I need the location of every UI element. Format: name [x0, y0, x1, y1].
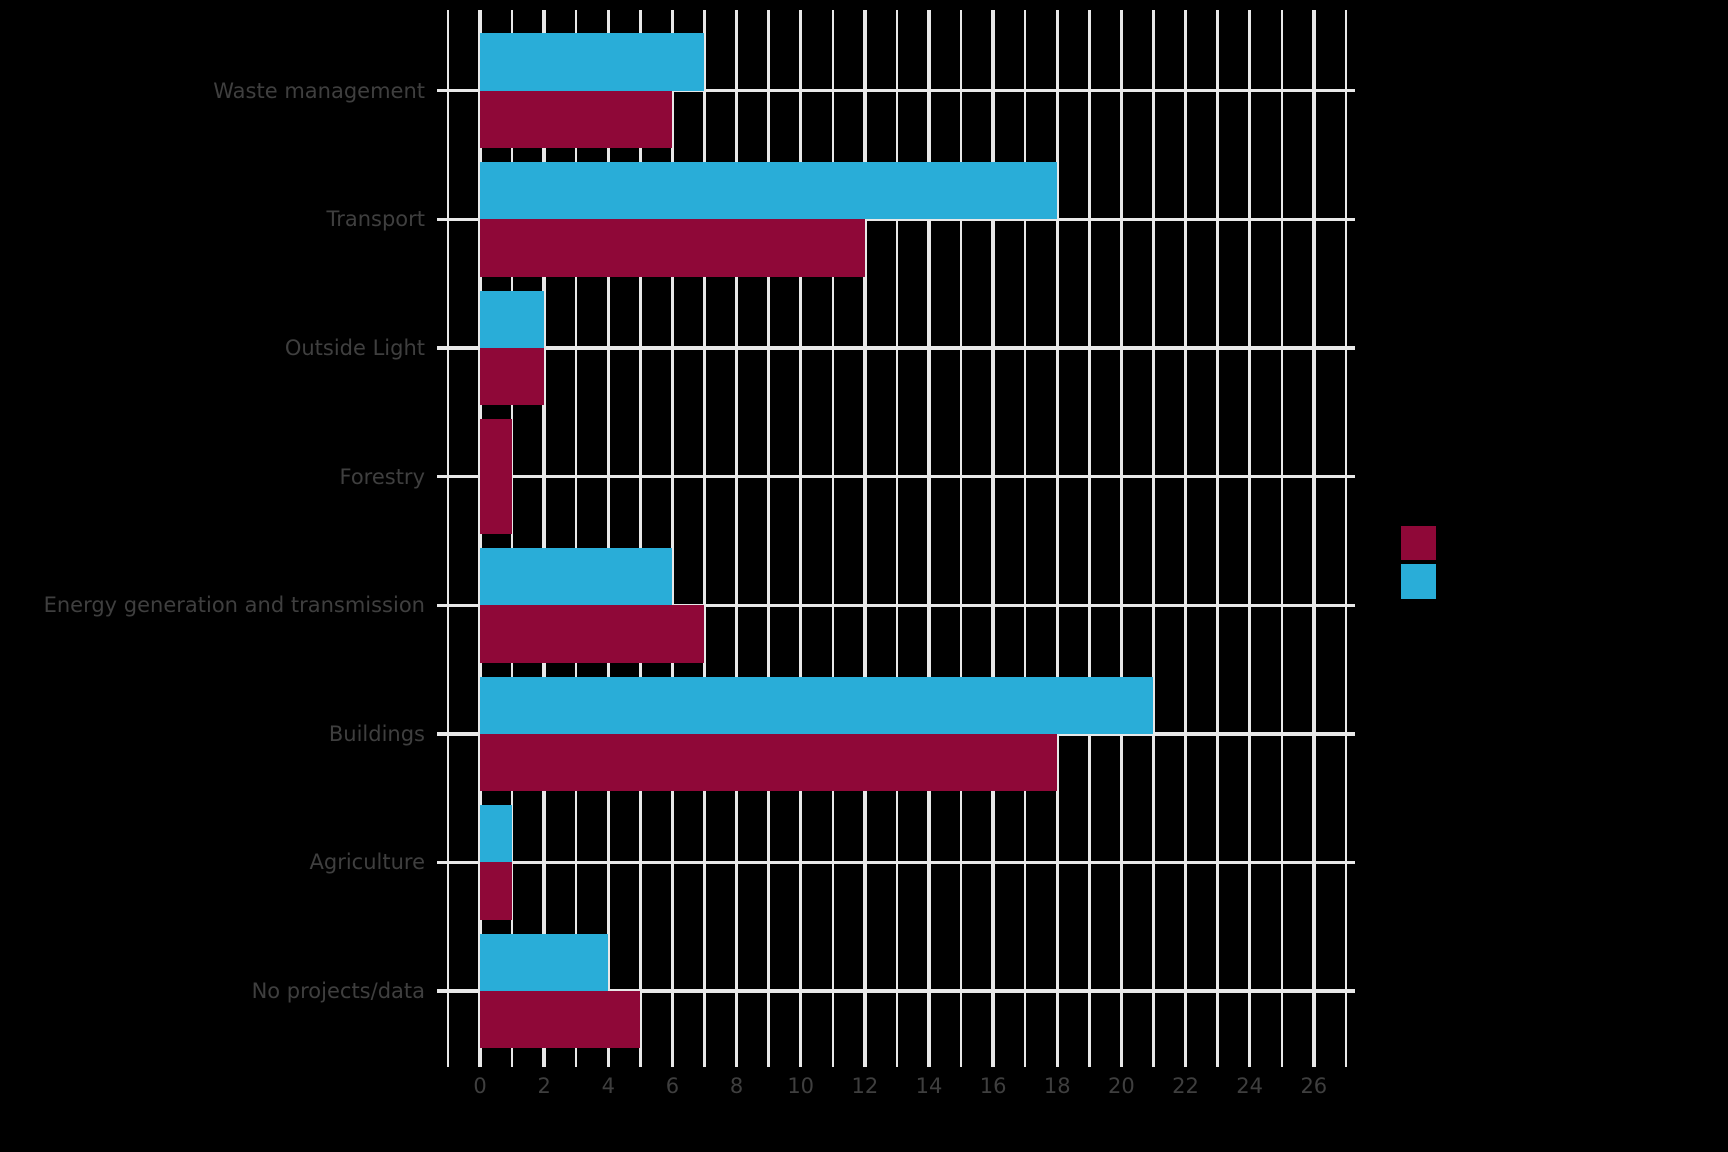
x-tick-label: 8	[729, 1074, 744, 1098]
bar-bottom-series	[480, 90, 673, 148]
bar-top-series	[480, 290, 545, 348]
bar-top-series	[480, 33, 705, 91]
category-gridline	[437, 346, 1355, 350]
bar-top-series	[480, 162, 1058, 220]
gridline-vertical-minor	[510, 10, 514, 1067]
x-tick-label: 20	[1108, 1074, 1135, 1098]
legend-swatch-blue	[1401, 564, 1436, 599]
bar-top-series	[480, 933, 609, 992]
gridline-vertical-minor	[1023, 10, 1027, 1067]
category-label: Outside Light	[284, 335, 425, 360]
category-gridline	[437, 474, 1355, 479]
gridline-vertical-major	[1247, 10, 1252, 1067]
gridline-vertical-minor	[703, 10, 706, 1067]
x-tick-label: 22	[1172, 1074, 1199, 1098]
gridline-vertical-minor	[959, 10, 963, 1067]
bar-bottom-series	[480, 862, 513, 920]
bar-bottom-series	[480, 347, 545, 406]
gridline-vertical-major	[799, 10, 803, 1067]
category-gridline	[437, 860, 1355, 865]
bar-bottom-series	[480, 991, 641, 1049]
category-label: Forestry	[339, 464, 425, 489]
bar-top-series	[480, 676, 1154, 734]
x-tick-label: 0	[473, 1074, 487, 1098]
bar-top-series	[480, 805, 513, 863]
gridline-vertical-major	[670, 10, 675, 1067]
x-tick-label: 10	[787, 1074, 815, 1098]
gridline-vertical-major	[1055, 10, 1059, 1067]
gridline-vertical-minor	[831, 10, 834, 1067]
gridline-vertical-minor	[446, 10, 450, 1067]
x-tick-label: 18	[1043, 1074, 1071, 1098]
gridline-vertical-major	[1119, 10, 1124, 1067]
gridline-vertical-major	[927, 10, 931, 1067]
bar-bottom-series	[480, 733, 1058, 792]
gridline-vertical-major	[863, 10, 867, 1067]
gridline-vertical-major	[1183, 10, 1188, 1067]
gridline-vertical-minor	[1280, 10, 1283, 1067]
gridline-vertical-minor	[1088, 10, 1091, 1067]
category-gridline	[437, 217, 1355, 222]
bar-bottom-series	[480, 419, 513, 534]
gridline-vertical-minor	[895, 10, 899, 1067]
gridline-vertical-major	[991, 10, 995, 1067]
gridline-vertical-major	[478, 10, 482, 1067]
category-label: Agriculture	[309, 850, 426, 875]
category-gridline	[437, 989, 1355, 993]
legend-swatch-maroon	[1401, 525, 1436, 561]
x-tick-label: 12	[851, 1074, 879, 1098]
category-gridline	[437, 603, 1355, 607]
bar-bottom-series	[480, 219, 865, 277]
gridline-vertical-minor	[1216, 10, 1219, 1067]
x-tick-label: 6	[665, 1074, 680, 1098]
x-tick-label: 4	[601, 1074, 615, 1098]
category-label: Transport	[326, 207, 425, 232]
gridline-vertical-major	[1312, 10, 1316, 1067]
category-label: Waste management	[213, 78, 425, 103]
x-tick-label: 24	[1236, 1074, 1264, 1098]
category-label: Buildings	[328, 721, 425, 746]
gridline-vertical-major	[734, 10, 739, 1067]
category-label: No projects/data	[251, 979, 425, 1004]
category-label: Energy generation and transmission	[43, 593, 425, 618]
gridline-vertical-minor	[1152, 10, 1155, 1067]
category-gridline	[437, 89, 1355, 93]
bar-bottom-series	[480, 605, 705, 663]
gridline-vertical-major	[606, 10, 610, 1067]
x-tick-label: 16	[979, 1074, 1007, 1098]
bar-top-series	[480, 547, 673, 606]
x-tick-label: 14	[915, 1074, 943, 1098]
x-tick-label: 26	[1300, 1074, 1328, 1098]
gridline-vertical-minor	[639, 10, 642, 1067]
x-tick-label: 2	[537, 1074, 551, 1098]
gridline-vertical-minor	[767, 10, 770, 1067]
gridline-vertical-major	[542, 10, 546, 1067]
gridline-vertical-minor	[1344, 10, 1348, 1067]
gridline-vertical-minor	[575, 10, 578, 1067]
